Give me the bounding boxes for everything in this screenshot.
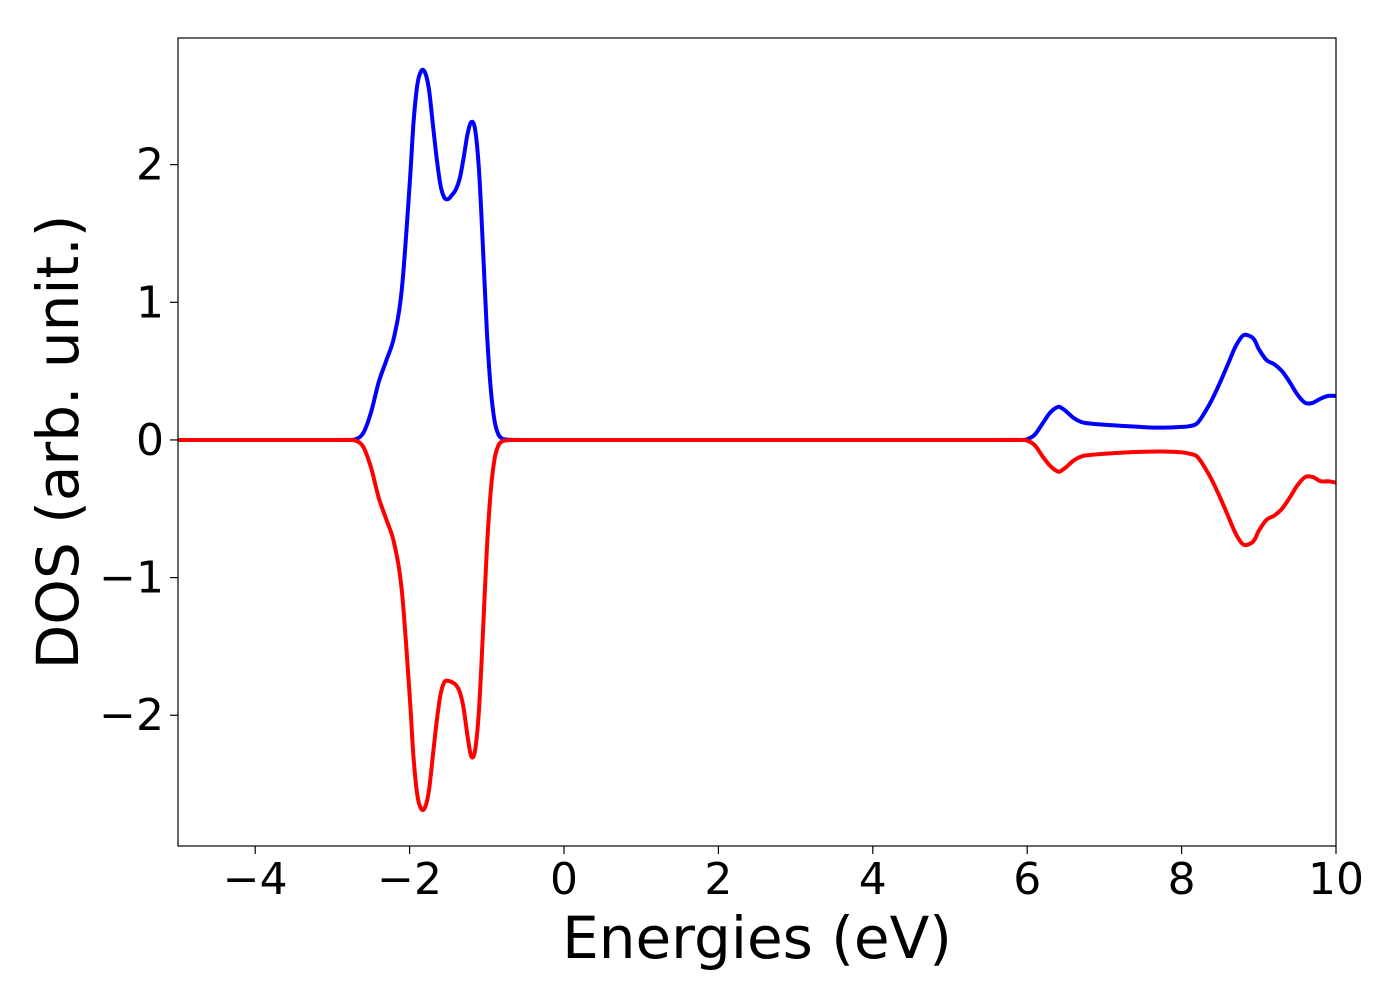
y-tick-label: −1 (99, 553, 164, 604)
x-tick-label: 2 (704, 854, 732, 905)
y-tick-label: 0 (136, 415, 164, 466)
y-axis-label: DOS (arb. unit.) (24, 215, 92, 670)
plot-frame (177, 37, 1337, 847)
ticks-layer: −4 −2 0 2 4 6 8 10 −2 −1 0 1 2 (99, 140, 1364, 905)
y-tick-label: −2 (99, 690, 164, 741)
x-tick-label: 6 (1013, 854, 1041, 905)
series-layer (178, 67, 1337, 813)
x-tick-label: −2 (377, 854, 442, 905)
dos-line-red (178, 437, 1337, 813)
x-tick-label: 8 (1168, 854, 1196, 905)
x-tick-label: 4 (859, 854, 887, 905)
dos-line-blue (178, 67, 1337, 442)
y-tick-label: 2 (136, 140, 164, 191)
y-tick-label: 1 (136, 277, 164, 328)
x-tick-label: 0 (550, 854, 578, 905)
x-tick-label: 10 (1308, 854, 1364, 905)
x-axis-label: Energies (eV) (562, 904, 952, 972)
x-tick-label: −4 (223, 854, 288, 905)
